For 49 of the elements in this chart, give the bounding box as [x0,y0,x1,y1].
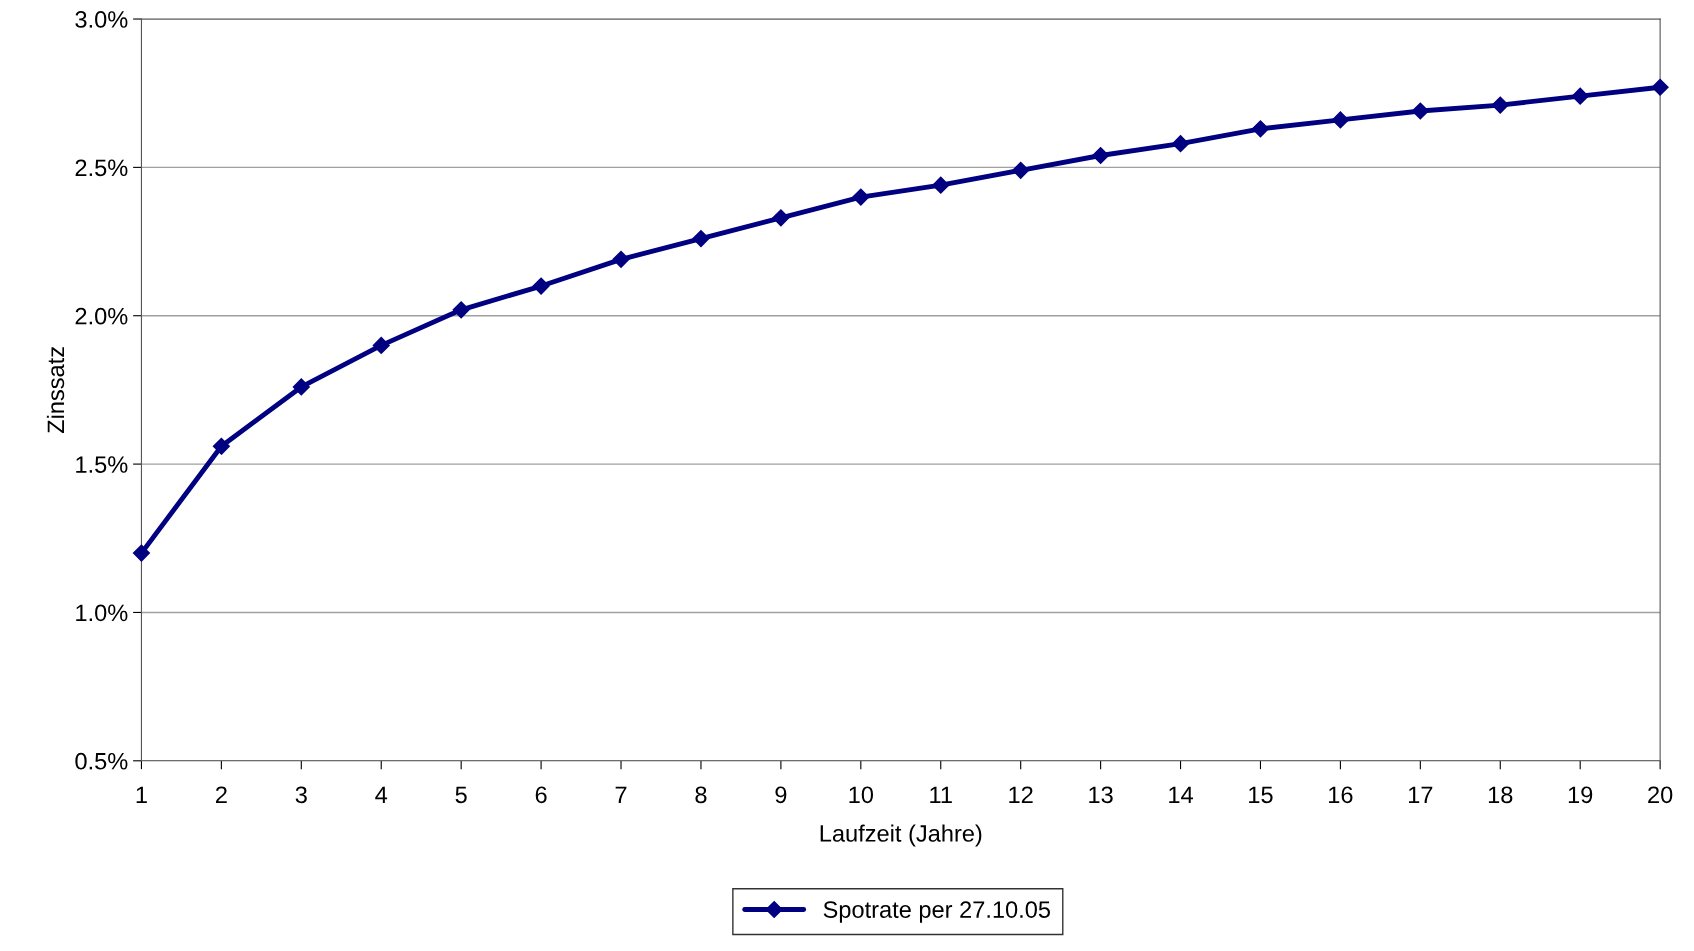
point [1411,102,1429,120]
y-tick-label: 2.0% [75,307,128,325]
point [1651,78,1669,96]
x-tick-label: 6 [535,786,547,804]
x-tick-label: 15 [1249,786,1273,804]
x-tick-label: 7 [615,786,627,803]
x-tick-label: 9 [775,786,787,804]
point [852,188,870,206]
point [1092,146,1110,165]
point [452,301,470,319]
x-axis-title: Laufzeit (Jahre) [820,824,982,847]
x-tick-label: 14 [1169,786,1193,803]
point [212,437,230,455]
x-tick-label: 8 [695,786,707,804]
x-tick-label: 11 [930,786,952,803]
point [612,250,630,268]
x-tick-label: 20 [1648,786,1673,804]
y-tick-label: 1.0% [76,604,128,622]
point [1171,135,1190,153]
x-tick-label: 12 [1009,786,1033,803]
x-tick-label: 19 [1568,786,1593,804]
point [132,544,151,562]
x-tick-label: 17 [1409,786,1433,803]
x-tick-label: 3 [295,786,307,804]
x-tick-label: 13 [1089,786,1113,804]
point [532,277,550,295]
x-tick-label: 10 [849,786,874,804]
x-tick-label: 1 [136,786,147,803]
y-tick-label: 1.5% [76,456,128,473]
point [292,378,310,396]
y-tick-label: 0.5% [75,752,128,770]
point [932,176,950,194]
point [372,336,390,354]
point [1491,96,1509,114]
x-tick-label: 2 [216,786,227,803]
y-tick-label: 3.0% [75,11,128,28]
legend-label: Spotrate per 27.10.05 [823,901,1050,923]
x-tick-label: 16 [1329,786,1353,804]
point [692,230,710,248]
y-tick-label: 2.5% [75,159,128,177]
x-tick-label: 5 [455,786,467,804]
point [1571,87,1589,105]
x-tick-label: 18 [1488,786,1513,804]
point [1251,120,1270,138]
point [772,209,790,227]
point [1331,111,1349,129]
x-tick-label: 4 [375,786,388,803]
point [1012,161,1030,179]
y-axis-title: Zinssatz [46,347,65,434]
